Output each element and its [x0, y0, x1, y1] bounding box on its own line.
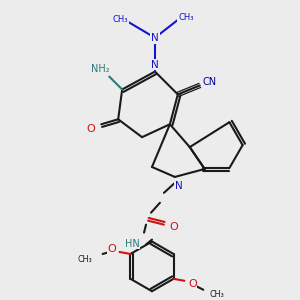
Text: CN: CN [202, 76, 217, 86]
Text: O: O [188, 279, 197, 289]
Text: O: O [86, 124, 95, 134]
Text: CH₃: CH₃ [210, 290, 225, 299]
Text: CH₃: CH₃ [178, 14, 194, 22]
Text: O: O [169, 222, 178, 232]
Text: N: N [151, 33, 159, 43]
Text: N: N [151, 60, 159, 70]
Text: CH₃: CH₃ [112, 15, 128, 24]
Text: N: N [175, 181, 183, 191]
Text: HN: HN [125, 238, 140, 248]
Text: O: O [107, 244, 116, 254]
Text: NH₂: NH₂ [91, 64, 110, 74]
Text: CH₃: CH₃ [77, 255, 92, 264]
